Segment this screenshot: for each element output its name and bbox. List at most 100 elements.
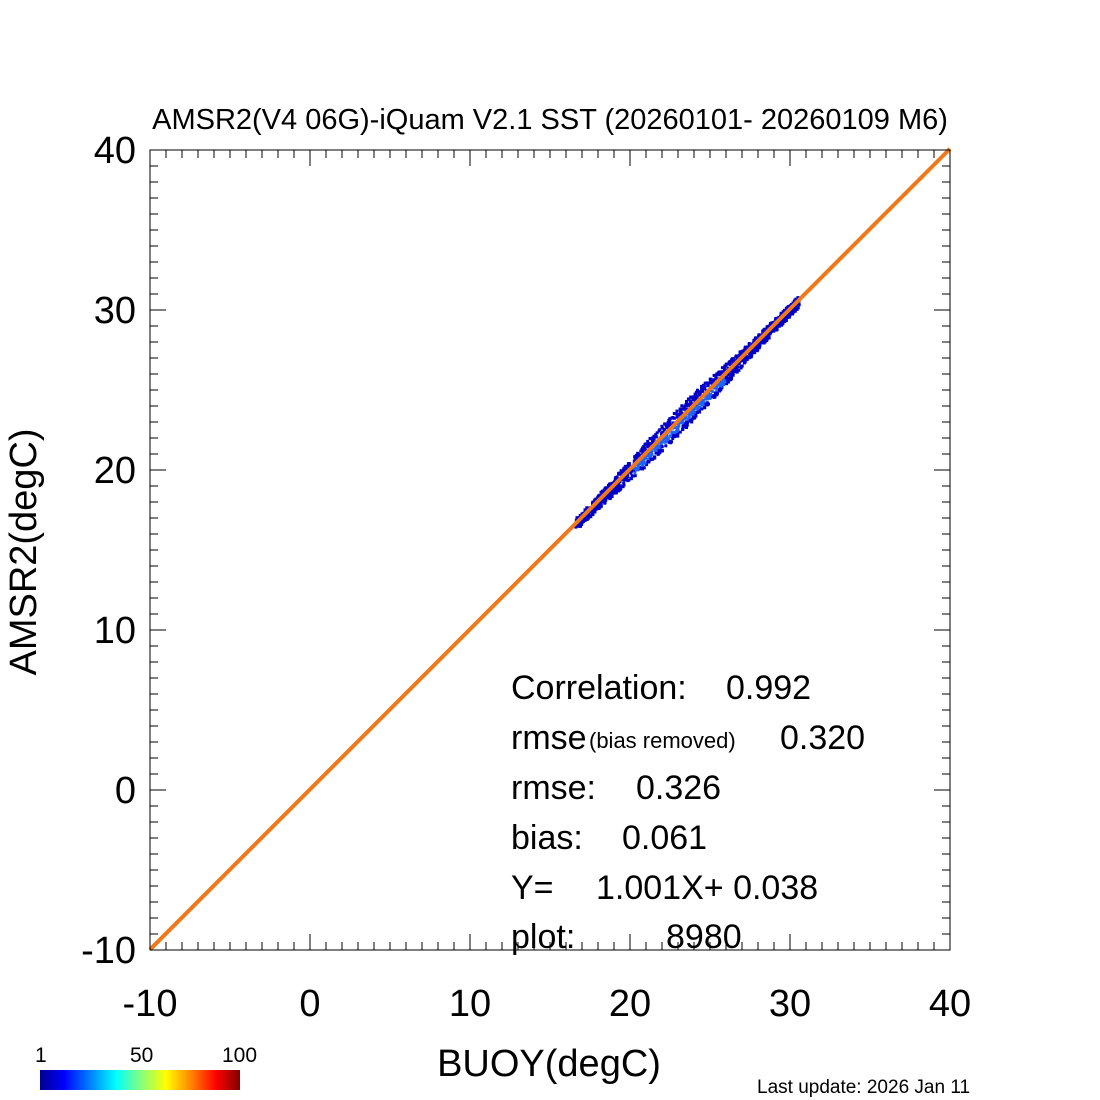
density-point — [685, 407, 689, 411]
density-point — [711, 390, 715, 394]
y-tick-label: 0 — [115, 770, 136, 812]
density-point — [577, 522, 581, 526]
density-point — [673, 431, 676, 435]
density-point — [698, 410, 701, 414]
density-point — [733, 366, 737, 370]
density-point — [665, 435, 669, 439]
density-point — [614, 490, 618, 494]
density-point — [750, 351, 754, 354]
density-point — [719, 373, 722, 377]
density-point — [649, 453, 653, 457]
density-point — [724, 362, 728, 366]
density-point — [633, 471, 637, 474]
density-point — [661, 426, 665, 430]
density-point — [678, 413, 682, 417]
density-point — [634, 456, 638, 460]
density-point — [600, 490, 604, 494]
density-point — [700, 384, 703, 388]
stats-panel: Correlation: 0.992 rmse (bias removed) 0.320… — [511, 669, 865, 956]
density-point — [672, 416, 676, 420]
density-point — [645, 454, 648, 458]
density-point — [687, 415, 691, 419]
density-point — [704, 397, 708, 401]
density-point — [638, 462, 642, 466]
density-point — [614, 488, 618, 492]
density-point — [738, 350, 742, 354]
density-point — [659, 442, 663, 446]
density-point — [593, 506, 597, 510]
density-point — [682, 422, 686, 426]
density-point — [623, 466, 627, 470]
density-point — [622, 483, 626, 487]
density-point — [681, 424, 685, 428]
density-point — [640, 466, 644, 470]
density-point — [581, 517, 585, 521]
density-point — [696, 388, 699, 392]
density-point — [642, 466, 646, 470]
density-point — [757, 333, 761, 337]
density-point — [607, 483, 611, 487]
density-point — [646, 439, 650, 443]
density-point — [699, 390, 702, 394]
density-point — [725, 380, 729, 384]
density-point — [588, 513, 592, 517]
density-point — [675, 415, 679, 419]
y-tick-label: 30 — [94, 290, 136, 332]
density-point — [626, 475, 630, 479]
density-point — [708, 377, 712, 381]
density-point — [795, 307, 799, 311]
density-point — [659, 446, 662, 450]
density-point — [675, 430, 679, 434]
density-point — [629, 471, 633, 475]
density-point — [678, 407, 682, 411]
density-point — [654, 451, 658, 455]
density-point — [643, 443, 647, 447]
density-point — [714, 385, 718, 389]
density-point — [747, 342, 751, 345]
density-point — [619, 469, 623, 473]
density-point — [613, 486, 617, 490]
density-point — [632, 459, 636, 463]
density-point — [627, 462, 631, 465]
density-point — [576, 524, 580, 528]
density-point — [652, 437, 656, 441]
density-point — [678, 410, 682, 414]
density-point — [648, 442, 652, 446]
density-point — [700, 388, 704, 392]
density-point — [774, 317, 777, 321]
density-point — [687, 398, 691, 402]
density-point — [685, 400, 689, 404]
x-axis-label: BUOY(degC) — [437, 1043, 661, 1085]
density-point — [794, 297, 798, 301]
density-point — [596, 507, 600, 511]
density-point — [657, 429, 661, 433]
density-point — [706, 397, 710, 401]
density-point — [762, 341, 766, 345]
density-point — [787, 315, 791, 319]
density-point — [718, 388, 722, 392]
density-point — [783, 308, 786, 312]
density-point — [609, 495, 613, 499]
density-point — [604, 497, 608, 501]
density-point — [711, 379, 715, 383]
density-point — [796, 296, 800, 300]
density-point — [654, 435, 658, 439]
density-point — [753, 336, 757, 340]
density-point — [646, 445, 650, 449]
density-point — [617, 488, 621, 492]
density-point — [641, 446, 645, 450]
density-point — [672, 412, 676, 415]
x-tick-label: 30 — [769, 983, 811, 1025]
density-point — [607, 493, 610, 497]
density-point — [653, 448, 657, 452]
density-point — [713, 378, 717, 382]
density-point — [648, 437, 652, 440]
density-point — [712, 394, 716, 398]
density-point — [696, 406, 700, 410]
density-point — [609, 483, 613, 487]
density-point — [736, 365, 740, 369]
density-point — [766, 326, 770, 330]
density-point — [731, 368, 735, 372]
density-point — [676, 412, 680, 416]
